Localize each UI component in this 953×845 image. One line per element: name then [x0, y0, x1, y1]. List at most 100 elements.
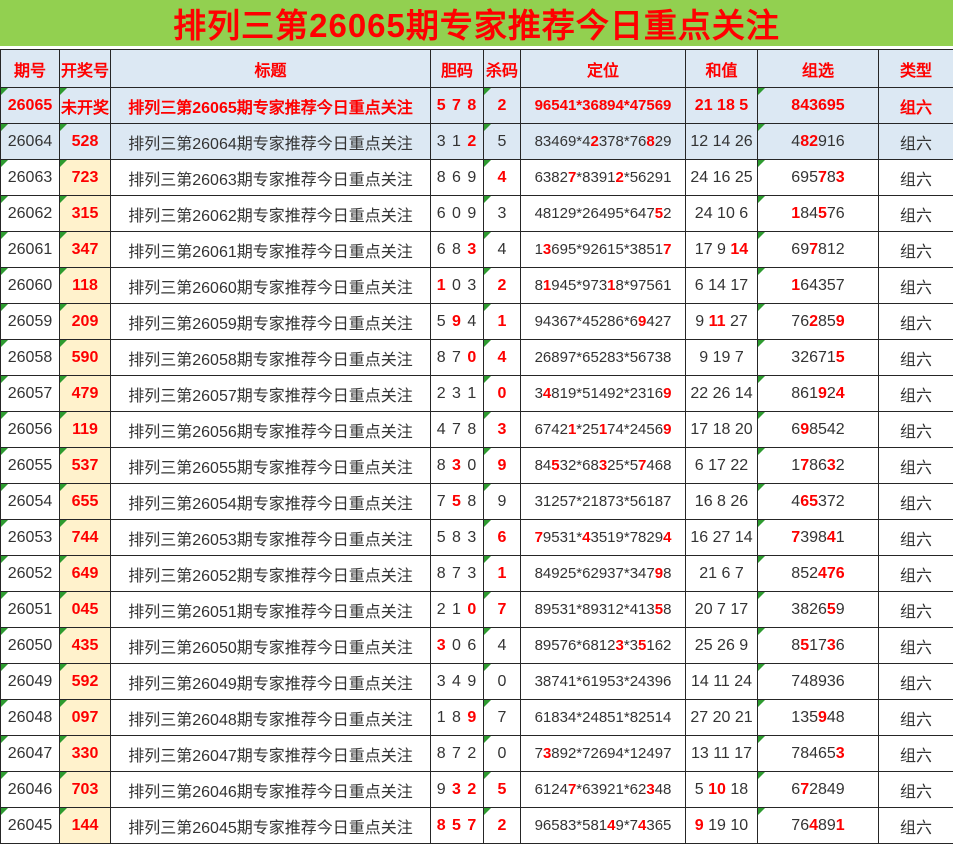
cell-kill-code: 4 [483, 231, 521, 268]
cell-result: 744 [59, 519, 111, 556]
cell-position: 38741*61953*24396 [520, 663, 686, 700]
highlighted-digit: 3 [452, 780, 462, 798]
table-row: 26064 528 排列三第26064期专家推荐今日重点关注 3 1 2 5 83469*… [0, 123, 953, 160]
comment-indicator-icon [758, 124, 765, 131]
cell-group: 861924 [757, 375, 879, 412]
cell-sum: 24 16 25 [685, 159, 758, 196]
comment-indicator-icon [484, 196, 491, 203]
comment-indicator-icon [758, 448, 765, 455]
cell-kill-code: 2 [483, 807, 521, 844]
header-row: 期号 开奖号 标题 胆码 杀码 定位 和值 组选 类型 [0, 49, 953, 88]
highlighted-digit: 9 [835, 312, 845, 330]
cell-result: 118 [59, 267, 111, 304]
cell-kill-code: 4 [483, 627, 521, 664]
cell-type: 组六 [878, 87, 953, 124]
highlighted-digit: 65 [800, 492, 818, 510]
cell-result: 045 [59, 591, 111, 628]
cell-dan-code: 4 7 8 [430, 411, 484, 448]
table-row: 26055 537 排列三第26055期专家推荐今日重点关注 8 3 0 9 84532*… [0, 447, 953, 484]
cell-period: 26047 [0, 735, 60, 772]
highlighted-digit: 9 [654, 565, 664, 582]
highlighted-digit: 3 [646, 781, 655, 798]
cell-result: 347 [59, 231, 111, 268]
highlighted-digit: 7 [800, 456, 810, 474]
cell-group: 739841 [757, 519, 879, 556]
highlighted-digit: 3 [452, 456, 462, 474]
cell-dan-code: 5 8 3 [430, 519, 484, 556]
highlighted-digit: 7 [809, 240, 818, 258]
highlighted-digit: 7 [497, 600, 507, 618]
column-header-type: 类型 [878, 49, 953, 88]
table-row: 26056 119 排列三第26056期专家推荐今日重点关注 4 7 8 3 67421*… [0, 411, 953, 448]
cell-sum: 9 19 7 [685, 339, 758, 376]
highlighted-digit: 3 [497, 420, 507, 438]
table-row: 26050 435 排列三第26050期专家推荐今日重点关注 3 0 6 4 89576*… [0, 627, 953, 664]
comment-indicator-icon [1, 628, 8, 635]
cell-group: 695783 [757, 159, 879, 196]
table-row: 26052 649 排列三第26052期专家推荐今日重点关注 8 7 3 1 84925*… [0, 555, 953, 592]
cell-type: 组六 [878, 267, 953, 304]
cell-type: 组六 [878, 303, 953, 340]
cell-sum: 6 14 17 [685, 267, 758, 304]
comment-indicator-icon [758, 196, 765, 203]
highlighted-digit: 4 [638, 817, 647, 834]
recommendations-table: 期号 开奖号 标题 胆码 杀码 定位 和值 组选 类型 26065 未开奖 排列三第… [0, 49, 953, 844]
cell-title: 排列三第26053期专家推荐今日重点关注 [110, 519, 431, 556]
comment-indicator-icon [758, 664, 765, 671]
highlighted-digit: 4 [826, 528, 836, 546]
comment-indicator-icon [484, 340, 491, 347]
cell-kill-code: 2 [483, 87, 521, 124]
comment-indicator-icon [484, 736, 491, 743]
highlighted-digit: 5 [452, 492, 462, 510]
cell-title: 排列三第26050期专家推荐今日重点关注 [110, 627, 431, 664]
cell-sum: 17 9 14 [685, 231, 758, 268]
cell-group: 843695 [757, 87, 879, 124]
cell-type: 组六 [878, 159, 953, 196]
cell-result: 592 [59, 663, 111, 700]
comment-indicator-icon [60, 628, 67, 635]
cell-kill-code: 1 [483, 303, 521, 340]
cell-title: 排列三第26063期专家推荐今日重点关注 [110, 159, 431, 196]
cell-sum: 22 26 14 [685, 375, 758, 412]
highlighted-digit: 1 [567, 421, 577, 438]
comment-indicator-icon [1, 160, 8, 167]
highlighted-digit: 1 [497, 564, 507, 582]
comment-indicator-icon [484, 304, 491, 311]
cell-period: 26049 [0, 663, 60, 700]
cell-kill-code: 6 [483, 519, 521, 556]
cell-type: 组六 [878, 663, 953, 700]
cell-sum: 9 11 27 [685, 303, 758, 340]
highlighted-digit: 9 [638, 313, 647, 330]
comment-indicator-icon [1, 376, 8, 383]
comment-indicator-icon [60, 772, 67, 779]
cell-title: 排列三第26065期专家推荐今日重点关注 [110, 87, 431, 124]
highlighted-digit: 9 [497, 456, 507, 474]
highlighted-digit: 7 [567, 781, 577, 798]
highlighted-digit: 0 [497, 384, 507, 402]
highlighted-digit: 3 [826, 636, 836, 654]
comment-indicator-icon [484, 124, 491, 131]
cell-dan-code: 6 8 3 [430, 231, 484, 268]
comment-indicator-icon [1, 592, 8, 599]
comment-indicator-icon [484, 376, 491, 383]
cell-position: 48129*26495*64752 [520, 195, 686, 232]
highlighted-digit: 7 [800, 780, 810, 798]
highlighted-digit: 9 [818, 708, 827, 726]
cell-result: 723 [59, 159, 111, 196]
comment-indicator-icon [758, 160, 765, 167]
comment-indicator-icon [1, 88, 8, 95]
cell-period: 26056 [0, 411, 60, 448]
column-header-dan-code: 胆码 [430, 49, 484, 88]
highlighted-digit: 9 [452, 312, 462, 330]
comment-indicator-icon [60, 124, 67, 131]
table-row: 26058 590 排列三第26058期专家推荐今日重点关注 8 7 0 4 26897*… [0, 339, 953, 376]
highlighted-digit: 9 [467, 708, 478, 726]
cell-dan-code: 8 3 0 [430, 447, 484, 484]
highlighted-digit: 5 [497, 780, 507, 798]
highlighted-digit: 2 [467, 132, 478, 150]
comment-indicator-icon [60, 484, 67, 491]
cell-position: 26897*65283*56738 [520, 339, 686, 376]
cell-sum: 21 6 7 [685, 555, 758, 592]
highlighted-digit: 2 [809, 312, 818, 330]
highlighted-digit: 6 [497, 528, 507, 546]
